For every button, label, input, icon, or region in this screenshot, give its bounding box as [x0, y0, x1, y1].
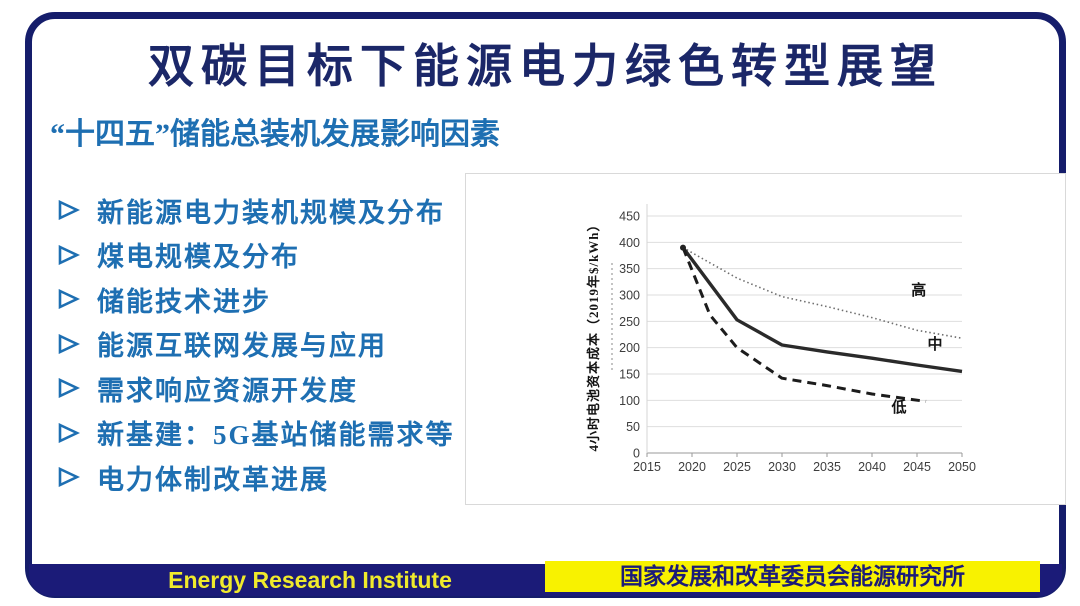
list-item: 需求响应资源开发度: [58, 366, 455, 411]
x-tick-label: 2045: [903, 460, 931, 474]
arrow-bullet-icon: [58, 200, 82, 221]
bullet-text: 能源互联网发展与应用: [97, 331, 387, 362]
x-tick-label: 2030: [768, 460, 796, 474]
x-tick-label: 2015: [633, 460, 661, 474]
list-item: 新基建：5G基站储能需求等: [58, 411, 455, 456]
series-start-marker: [680, 244, 686, 251]
arrow-bullet-icon: [58, 422, 82, 443]
y-axis-title: 4小时电池资本成本（2019年$/kWh）: [586, 217, 601, 451]
bullet-text: 储能技术进步: [97, 286, 271, 317]
y-tick-label: 400: [619, 236, 640, 250]
y-tick-label: 200: [619, 341, 640, 355]
page-title: 双碳目标下能源电力绿色转型展望: [148, 41, 943, 92]
footer-left-label: Energy Research Institute: [168, 567, 452, 593]
arrow-bullet-icon: [58, 244, 82, 265]
slide-subtitle: “十四五”储能总装机发展影响因素: [50, 118, 500, 151]
list-item: 能源互联网发展与应用: [58, 322, 455, 367]
arrow-bullet-icon: [58, 289, 82, 310]
y-tick-label: 0: [633, 447, 640, 461]
arrow-bullet-icon: [58, 378, 82, 399]
arrow-bullet-icon: [58, 333, 82, 354]
x-tick-label: 2020: [678, 460, 706, 474]
y-tick-label: 450: [619, 210, 640, 224]
y-tick-label: 350: [619, 262, 640, 276]
bullet-text: 煤电规模及分布: [97, 242, 300, 273]
x-tick-label: 2035: [813, 460, 841, 474]
bullet-text: 新基建：5G基站储能需求等: [97, 420, 455, 451]
footer-right-label: 国家发展和改革委员会能源研究所: [620, 564, 965, 589]
list-item: 新能源电力装机规模及分布: [58, 188, 455, 233]
footer-right-block: 国家发展和改革委员会能源研究所: [545, 561, 1040, 592]
y-tick-label: 250: [619, 315, 640, 329]
x-tick-label: 2025: [723, 460, 751, 474]
x-tick-label: 2050: [948, 460, 976, 474]
x-tick-label: 2040: [858, 460, 886, 474]
battery-cost-chart: 0 50 100 150 200 250 300 350 400 450 2015 2020 2025 2…: [465, 173, 1066, 505]
influence-factor-list: 新能源电力装机规模及分布 煤电规模及分布 储能技术进步能源互联网发展与应用 需求响应资…: [58, 188, 455, 500]
series-line-dashed: [681, 247, 927, 403]
arrow-bullet-icon: [58, 467, 82, 488]
y-tick-label: 300: [619, 289, 640, 303]
list-item: 煤电规模及分布: [58, 233, 455, 278]
slide: 双碳目标下能源电力绿色转型展望 “十四五”储能总装机发展影响因素 新能源电力装机…: [25, 12, 1066, 598]
series-line-dotted: [682, 246, 963, 339]
y-tick-label: 100: [619, 394, 640, 408]
bullet-text: 新能源电力装机规模及分布: [97, 197, 445, 228]
series-label: 低: [890, 398, 906, 416]
series-label: 高: [911, 281, 926, 299]
list-item: 电力体制改革进展: [58, 455, 455, 500]
y-tick-label: 150: [619, 368, 640, 382]
series-line-solid: [681, 246, 963, 374]
bullet-text: 电力体制改革进展: [97, 464, 329, 495]
y-tick-label: 50: [626, 420, 640, 434]
series-label: 中: [927, 335, 942, 353]
bullet-text: 需求响应资源开发度: [97, 375, 358, 406]
list-item: 储能技术进步: [58, 277, 455, 322]
chart-svg: 0 50 100 150 200 250 300 350 400 450 2015 2020 2025 2…: [586, 204, 976, 474]
